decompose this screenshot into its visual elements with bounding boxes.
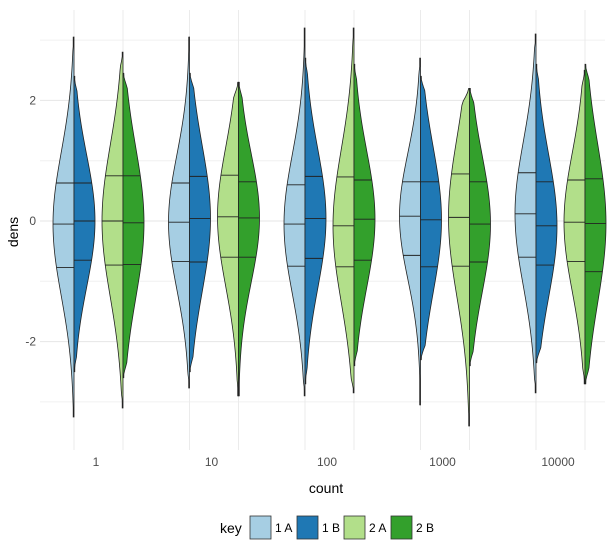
legend-swatch	[296, 515, 319, 540]
legend-title: key	[220, 520, 242, 536]
x-tick-label: 1000	[429, 455, 456, 469]
violin-half-1b	[189, 72, 211, 373]
violin-half-2b	[584, 63, 607, 385]
violin-half-1b	[73, 75, 96, 373]
y-tick-label: 2	[29, 93, 36, 107]
x-tick-label: 10000	[541, 455, 575, 469]
violin-half-1a	[399, 57, 421, 406]
x-tick-label: 100	[317, 455, 337, 469]
violin-half-1a	[52, 36, 75, 418]
violin-half-2a	[101, 51, 124, 409]
y-tick-label: 0	[29, 214, 36, 228]
legend-label: 2 B	[416, 521, 434, 535]
legend-label: 2 A	[369, 521, 386, 535]
y-axis-title: dens	[5, 217, 21, 247]
legend: key 1 A 1 B 2 A 2 B	[220, 515, 434, 540]
y-tick-label: -2	[25, 335, 36, 349]
violin-half-2a	[217, 81, 239, 397]
legend-swatch	[343, 515, 366, 540]
violin-half-1a	[283, 27, 306, 397]
x-tick-label: 10	[205, 455, 219, 469]
violin-half-1b	[535, 63, 558, 364]
legend-label: 1 B	[322, 521, 340, 535]
violin-half-1a	[168, 36, 190, 389]
violin-half-2b	[122, 72, 145, 379]
violin-half-2a	[563, 69, 586, 385]
legend-swatch	[390, 515, 413, 540]
violin-half-2b	[353, 63, 376, 367]
x-tick-label: 1	[93, 455, 100, 469]
legend-swatch	[249, 515, 272, 540]
x-axis-title: count	[309, 480, 343, 496]
violin-half-1b	[420, 75, 442, 361]
violin-half-2b	[469, 87, 491, 367]
legend-label: 1 A	[275, 521, 292, 535]
violin-half-2b	[238, 81, 260, 397]
violin-half-2a	[332, 27, 355, 394]
violin-half-1b	[304, 57, 327, 385]
violin-half-2a	[448, 87, 470, 427]
